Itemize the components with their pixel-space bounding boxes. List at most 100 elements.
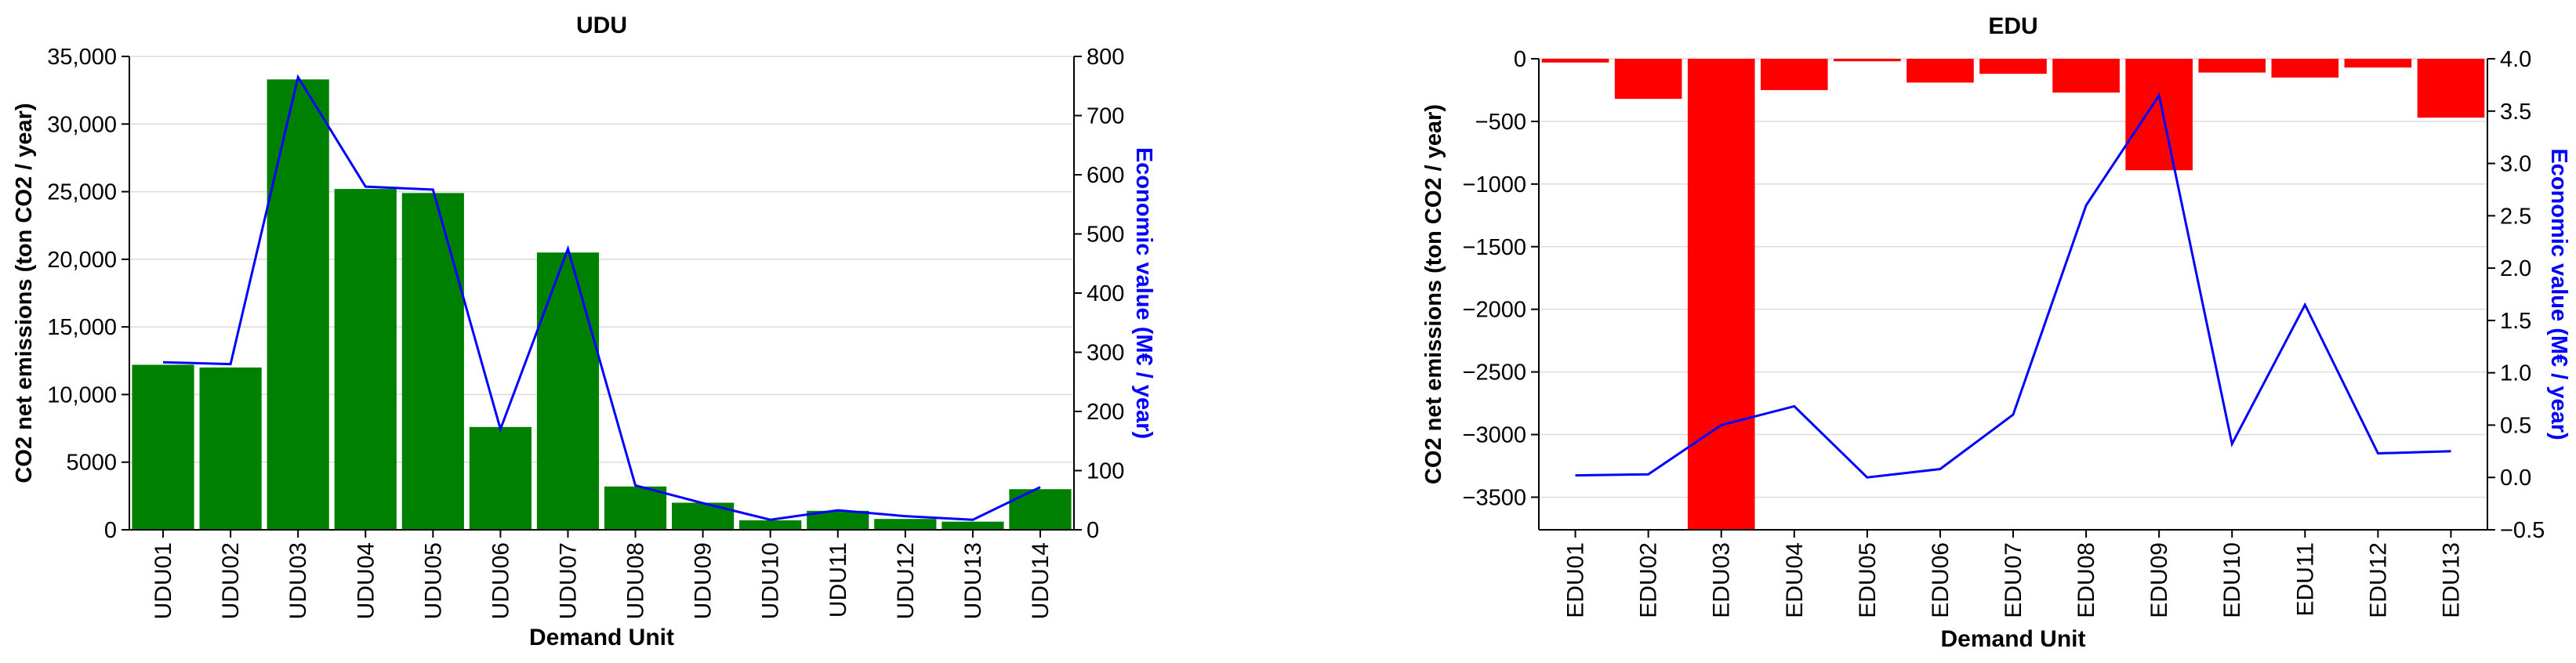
chart1-y-tick-label: 15,000	[47, 315, 117, 340]
chart2-x-tick-label: EDU08	[2073, 542, 2099, 618]
chart1-y-tick-label: 20,000	[47, 248, 117, 273]
chart2-y-right-axis-label: Economic value (M€ / year)	[2546, 148, 2571, 440]
chart2-bar-edu03	[1687, 59, 1755, 530]
chart2-title: EDU	[1988, 13, 2037, 39]
chart1-y-right-tick-label: 0	[1087, 518, 1099, 543]
chart1-y-tick-label: 25,000	[47, 180, 117, 205]
chart2-bar-edu12	[2344, 59, 2412, 68]
chart2-x-tick-label: EDU04	[1782, 542, 1808, 618]
chart2-x-tick-label: EDU02	[1636, 542, 1662, 618]
chart1-y-right-tick-label: 700	[1087, 104, 1124, 129]
chart2-y-tick-label: −1000	[1463, 172, 1526, 197]
chart1-y-right-tick-label: 400	[1087, 281, 1124, 306]
chart1-y-tick-label: 30,000	[47, 112, 117, 137]
chart2-y-right-tick-label: 3.5	[2500, 100, 2531, 125]
chart2-bar-edu02	[1614, 59, 1682, 100]
chart1-y-axis-label: CO2 net emissions (ton CO2 / year)	[12, 103, 37, 483]
chart2-y-right-tick-label: −0.5	[2500, 518, 2545, 543]
chart1-x-tick-label: UDU06	[488, 542, 513, 619]
chart1-bar-udu01	[132, 364, 194, 530]
chart2-bar-edu10	[2198, 59, 2266, 73]
chart2-bar-edu09	[2125, 59, 2193, 171]
chart1-y-tick-label: 0	[104, 518, 117, 543]
chart2-x-tick-label: EDU12	[2365, 542, 2391, 618]
chart2-bar-edu01	[1541, 59, 1609, 63]
chart2-x-axis-label: Demand Unit	[1940, 626, 2085, 652]
chart1-x-tick-label: UDU02	[218, 542, 244, 619]
chart1-bar-udu12	[874, 519, 937, 530]
chart2-x-tick-label: EDU06	[1928, 542, 1954, 618]
chart1-title: UDU	[576, 13, 627, 38]
chart1-bar-udu13	[942, 521, 1004, 530]
chart2-y-tick-label: −500	[1475, 110, 1526, 135]
chart1-x-tick-label: UDU09	[691, 542, 717, 619]
chart2-y-right-tick-label: 1.0	[2500, 361, 2531, 386]
chart1-y-right-tick-label: 800	[1087, 45, 1124, 70]
chart1-x-tick-label: UDU11	[825, 542, 851, 618]
chart2-x-tick-label: EDU05	[1855, 542, 1881, 618]
chart1-y-right-tick-label: 600	[1087, 163, 1124, 188]
chart2-y-tick-label: 0	[1514, 47, 1526, 72]
chart2-bar-edu13	[2417, 59, 2485, 118]
chart2-x-tick-label: EDU10	[2219, 542, 2245, 618]
chart2-y-right-tick-label: 2.5	[2500, 204, 2531, 229]
chart1-economic-value-line	[162, 74, 1041, 521]
chart2-y-tick-label: −2000	[1463, 298, 1526, 323]
chart2-y-right-tick-label: 1.5	[2500, 309, 2531, 334]
chart1-bar-udu04	[334, 189, 397, 530]
chart1-x-tick-label: UDU05	[420, 542, 446, 619]
chart1-bar-udu08	[604, 486, 667, 530]
chart1-x-axis-label: Demand Unit	[529, 625, 674, 650]
chart1-y-right-tick-label: 100	[1087, 459, 1124, 484]
chart1-bar-udu06	[469, 426, 532, 530]
chart2-y-tick-label: −2500	[1463, 360, 1526, 386]
chart2-y-right-tick-label: 3.0	[2500, 152, 2531, 177]
chart1-x-tick-label: UDU12	[893, 542, 919, 619]
chart2-y-tick-label: −1500	[1463, 235, 1526, 260]
chart1-x-tick-label: UDU07	[555, 542, 581, 619]
chart1-y-tick-label: 5000	[66, 451, 117, 476]
chart2-y-right-tick-label: 0.5	[2500, 413, 2531, 438]
chart1-y-right-tick-label: 500	[1087, 223, 1124, 248]
chart2-x-tick-label: EDU09	[2146, 542, 2172, 618]
chart2-x-tick-label: EDU07	[2001, 542, 2026, 618]
chart1-y-right-tick-label: 200	[1087, 400, 1124, 425]
chart1-bar-udu10	[739, 520, 802, 530]
chart1-y-tick-label: 35,000	[47, 45, 117, 70]
chart2-y-right-tick-label: 2.0	[2500, 256, 2531, 281]
chart2-bar-edu05	[1834, 59, 1901, 62]
chart2-bar-edu06	[1907, 59, 1974, 83]
chart1-x-tick-label: UDU14	[1028, 542, 1054, 619]
chart2-x-tick-label: EDU11	[2292, 542, 2318, 616]
chart1-x-tick-label: UDU08	[623, 542, 649, 619]
chart1-bar-udu14	[1009, 489, 1072, 530]
chart1-x-tick-label: UDU04	[353, 542, 379, 619]
chart2-x-tick-label: EDU03	[1709, 542, 1735, 618]
chart2-bar-edu07	[1979, 59, 2047, 74]
chart1-y-tick-label: 10,000	[47, 382, 117, 408]
chart1-y-right-tick-label: 300	[1087, 341, 1124, 366]
chart2-bar-edu11	[2271, 59, 2339, 78]
chart1-bar-udu03	[267, 79, 329, 530]
chart1-bar-udu09	[672, 502, 735, 530]
chart1-x-tick-label: UDU01	[151, 542, 176, 619]
chart1-y-right-axis-label: Economic value (M€ / year)	[1131, 147, 1156, 439]
chart1-x-tick-label: UDU03	[285, 542, 311, 619]
chart1-bar-udu02	[199, 367, 262, 530]
chart2-economic-value-line	[1575, 92, 2451, 479]
chart2-y-tick-label: −3000	[1463, 423, 1526, 448]
chart1-bar-udu07	[536, 252, 600, 530]
chart1-x-tick-label: UDU13	[960, 542, 986, 619]
chart2-y-right-tick-label: 0.0	[2500, 466, 2531, 491]
chart2-y-axis-label: CO2 net emissions (ton CO2 / year)	[1421, 104, 1446, 484]
chart1-bar-udu05	[401, 193, 464, 530]
chart2-x-tick-label: EDU01	[1563, 542, 1589, 618]
chart2-y-right-tick-label: 4.0	[2500, 47, 2531, 72]
chart2-y-tick-label: −3500	[1463, 485, 1526, 510]
chart1-x-tick-label: UDU10	[758, 542, 784, 619]
chart2-bar-edu08	[2052, 59, 2120, 93]
chart2-bar-edu04	[1760, 59, 1828, 90]
chart2-x-tick-label: EDU13	[2438, 542, 2464, 618]
